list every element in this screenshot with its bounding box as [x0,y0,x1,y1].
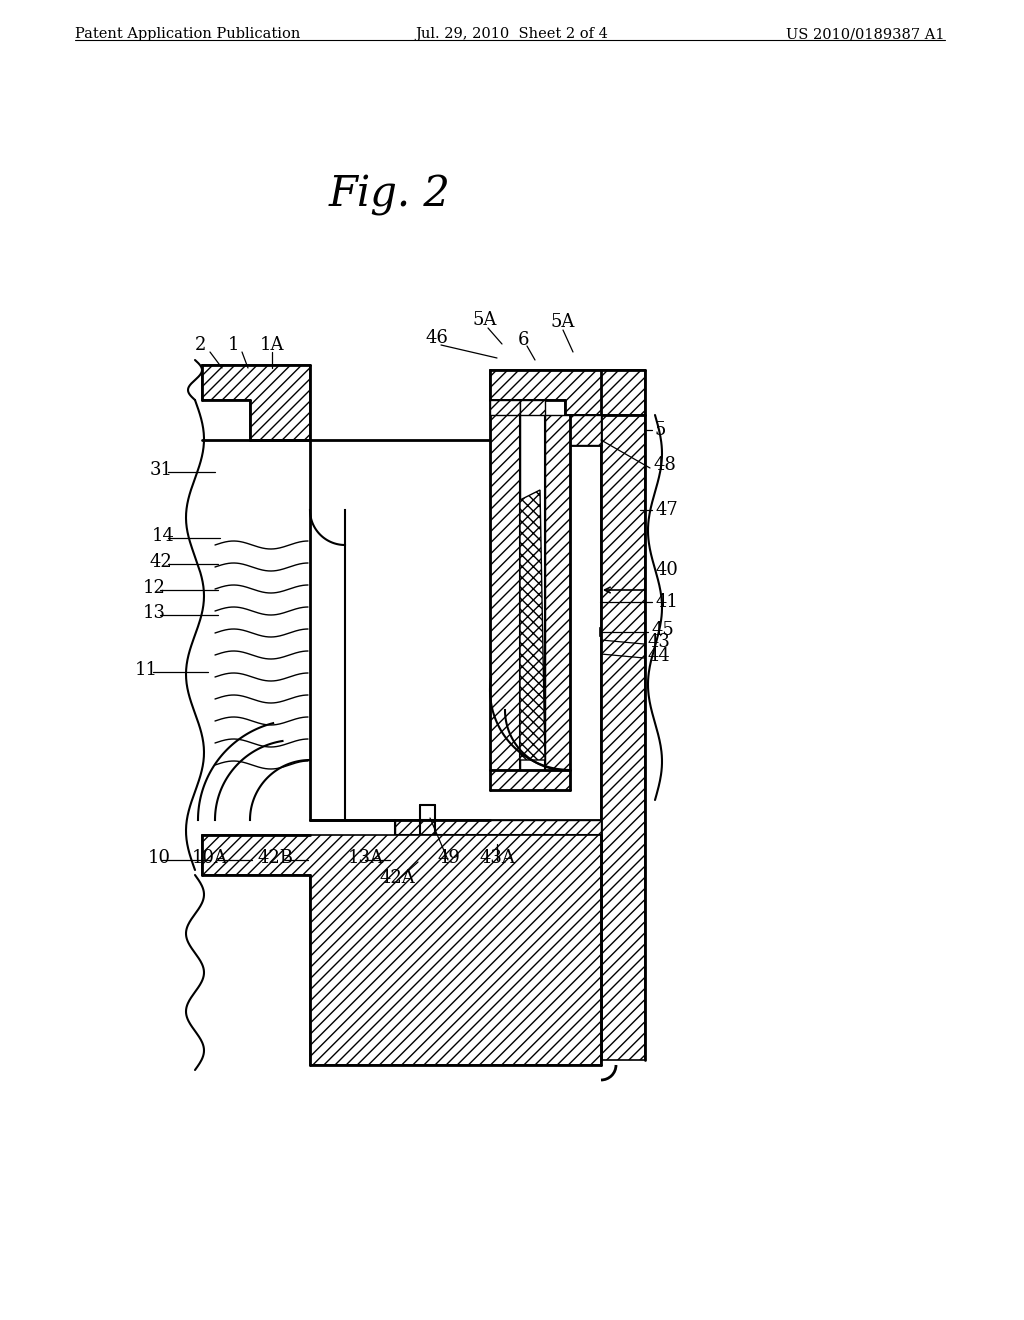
Polygon shape [490,400,520,770]
Text: Fig. 2: Fig. 2 [329,174,451,216]
Text: 43A: 43A [480,849,516,867]
Text: 5: 5 [655,421,667,440]
Polygon shape [490,370,645,414]
Text: 44: 44 [648,647,671,665]
Polygon shape [565,414,601,445]
Text: 12: 12 [143,579,166,597]
Polygon shape [520,400,545,414]
Text: 10: 10 [148,849,171,867]
Polygon shape [395,820,601,836]
Text: 10A: 10A [193,849,228,867]
Text: 46: 46 [425,329,447,347]
Text: 5A: 5A [472,312,497,329]
Text: 1A: 1A [260,337,285,354]
Text: Jul. 29, 2010  Sheet 2 of 4: Jul. 29, 2010 Sheet 2 of 4 [416,26,608,41]
Text: 1: 1 [228,337,240,354]
Text: 40: 40 [655,561,678,579]
Text: 6: 6 [518,331,529,348]
Text: 2: 2 [195,337,207,354]
Text: 43: 43 [648,634,671,651]
Polygon shape [545,414,570,770]
Polygon shape [202,836,601,1065]
Text: 42: 42 [150,553,173,572]
Text: US 2010/0189387 A1: US 2010/0189387 A1 [786,26,945,41]
Text: 13: 13 [143,605,166,622]
Text: 31: 31 [150,461,173,479]
Text: 49: 49 [438,849,461,867]
Text: 14: 14 [152,527,175,545]
Polygon shape [490,770,570,789]
Text: Patent Application Publication: Patent Application Publication [75,26,300,41]
Text: 11: 11 [135,661,158,678]
Text: 42A: 42A [380,869,416,887]
Text: 13A: 13A [348,849,384,867]
Text: 42B: 42B [258,849,294,867]
Text: 41: 41 [655,593,678,611]
Polygon shape [520,490,545,760]
Text: 45: 45 [652,620,675,639]
Text: 5A: 5A [550,313,574,331]
Text: 48: 48 [653,455,676,474]
Polygon shape [601,370,645,1060]
Text: 47: 47 [655,502,678,519]
Polygon shape [202,366,310,440]
Polygon shape [490,400,520,414]
